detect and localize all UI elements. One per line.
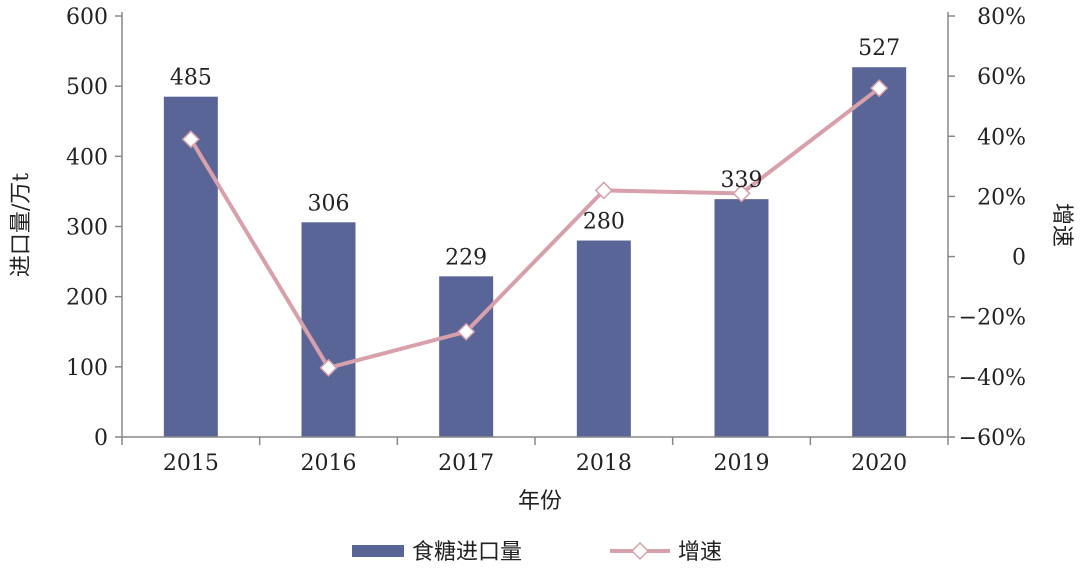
legend: 食糖进口量 增速 [352, 540, 722, 565]
bar-2017 [439, 276, 494, 437]
bar-value-label-2019: 339 [721, 168, 763, 193]
growth-point-2017 [457, 322, 476, 341]
y-axis-left-title: 进口量/万t [9, 173, 34, 277]
bar-value-label-2016: 306 [308, 191, 350, 216]
y-left-tick-label: 600 [66, 5, 108, 30]
x-axis-title: 年份 [518, 489, 562, 514]
y-right-tick-label: 60% [977, 65, 1026, 90]
bar-2019 [714, 199, 769, 437]
line-series-group [181, 79, 889, 377]
growth-point-2016 [319, 358, 338, 377]
y-left-tick-label: 200 [66, 286, 108, 311]
labels-group: 485 306 229 280 339 527 [170, 36, 900, 270]
growth-point-2018 [594, 181, 613, 200]
y-right-tick-label: 0 [1012, 246, 1026, 271]
legend-label-line: 增速 [678, 540, 722, 565]
y-right-tick-label: 20% [977, 185, 1026, 210]
bar-value-label-2017: 229 [445, 245, 487, 270]
y-right-tick-label: −40% [959, 366, 1026, 391]
y-right-tick-label: −60% [959, 426, 1026, 451]
bar-2015 [163, 96, 218, 438]
y-left-tick-label: 0 [94, 426, 108, 451]
bar-value-label-2020: 527 [858, 36, 900, 61]
y-right-tick-label: 40% [977, 125, 1026, 150]
bar-series-group [163, 67, 907, 438]
legend-label-bar: 食糖进口量 [412, 540, 522, 565]
x-tick-label-2015: 2015 [163, 451, 219, 476]
axes-group: 2015 2016 2017 2018 2019 2020 0 100 200 300 400 500… [66, 5, 1026, 476]
bar-2018 [576, 240, 631, 437]
x-tick-label-2017: 2017 [438, 451, 494, 476]
x-tick-label-2020: 2020 [851, 451, 907, 476]
growth-point-2015 [181, 130, 200, 149]
y-axis-right-title: 增速 [1049, 203, 1074, 247]
legend-swatch-bar [352, 545, 404, 557]
y-left-tick-label: 300 [66, 216, 108, 241]
x-tick-label-2018: 2018 [576, 451, 632, 476]
bar-value-label-2018: 280 [583, 210, 625, 235]
y-right-tick-label: 80% [977, 5, 1026, 30]
y-left-tick-label: 400 [66, 145, 108, 170]
legend-marker-line [630, 541, 650, 561]
y-left-tick-label: 500 [66, 75, 108, 100]
bar-2020 [852, 67, 907, 437]
y-right-tick-label: −20% [959, 306, 1026, 331]
growth-point-2019 [732, 184, 751, 203]
x-tick-label-2016: 2016 [301, 451, 357, 476]
y-left-tick-label: 100 [66, 356, 108, 381]
growth-point-2020 [870, 79, 889, 98]
x-tick-label-2019: 2019 [714, 451, 770, 476]
growth-line [189, 86, 881, 370]
bar-value-label-2015: 485 [170, 66, 212, 91]
bar-2016 [301, 222, 356, 437]
